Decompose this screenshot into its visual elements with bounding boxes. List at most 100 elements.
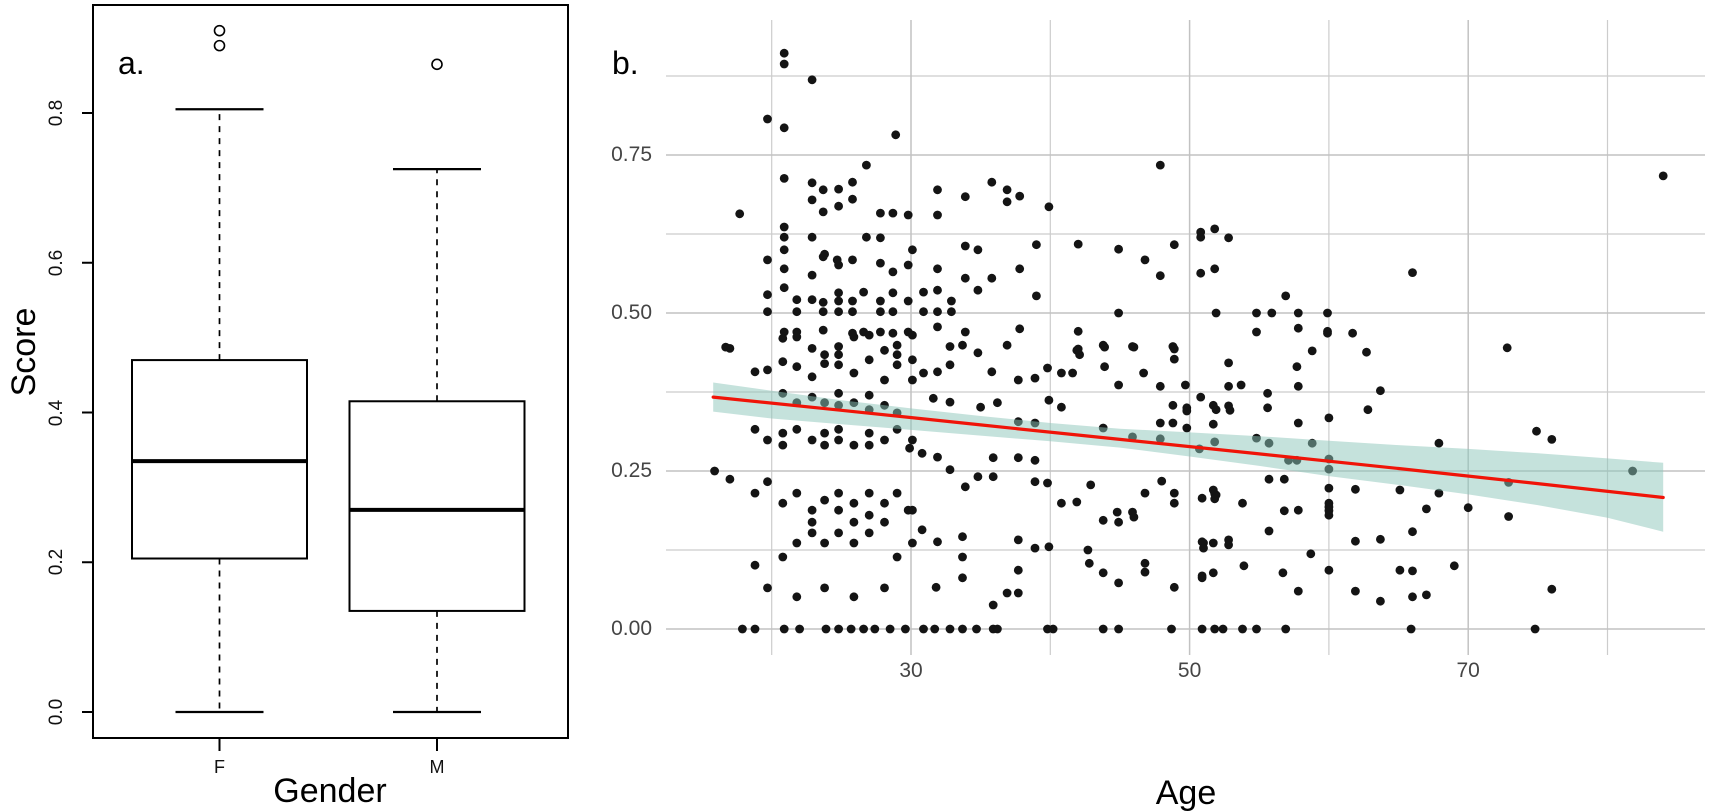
scatter-point <box>807 344 817 353</box>
scatter-point <box>1140 567 1150 577</box>
scatter-point <box>848 255 857 265</box>
scatter-point <box>849 368 859 378</box>
scatter-point <box>987 273 997 283</box>
scatter-point <box>1129 342 1139 352</box>
scatter-point <box>864 488 874 498</box>
scatter-point <box>849 517 859 527</box>
scatter-point <box>778 333 788 343</box>
scatter-point <box>849 440 859 450</box>
scatter-point <box>818 297 828 307</box>
scatter-point <box>807 195 817 205</box>
scatter-point <box>1098 624 1108 634</box>
scatter-point <box>1114 380 1123 390</box>
scatter-point <box>807 232 817 242</box>
scatter-point <box>933 210 942 220</box>
scatter-point <box>933 452 942 462</box>
scatter-point <box>1169 488 1179 498</box>
scatter-point <box>1263 403 1272 413</box>
scatter-point <box>1208 538 1218 548</box>
panel-b-y-tick-label: 0.50 <box>611 301 652 324</box>
scatter-point <box>1324 510 1334 520</box>
scatter-point <box>807 75 817 85</box>
scatter-point <box>892 488 902 498</box>
scatter-point <box>792 488 802 498</box>
scatter-point <box>958 532 967 542</box>
scatter-point <box>1032 291 1041 301</box>
scatter-point <box>903 210 913 220</box>
panel-a-y-tick-label: 0.6 <box>46 249 67 276</box>
scatter-point <box>848 296 857 306</box>
scatter-point <box>834 505 843 515</box>
panel-a-label: a. <box>118 45 145 81</box>
scatter-point <box>818 207 828 217</box>
scatter-point <box>892 340 902 350</box>
scatter-point <box>820 495 829 505</box>
scatter-point <box>807 528 817 538</box>
scatter-point <box>973 285 983 295</box>
scatter-point <box>834 296 843 306</box>
scatter-point <box>933 537 942 547</box>
scatter-point <box>834 342 843 351</box>
scatter-point <box>1030 543 1040 553</box>
scatter-point <box>1168 418 1178 428</box>
scatter-point <box>993 624 1002 634</box>
scatter-point <box>792 295 802 305</box>
scatter-point <box>903 296 913 306</box>
scatter-point <box>973 245 983 255</box>
scatter-point <box>972 624 981 634</box>
scatter-point <box>1002 340 1012 350</box>
scatter-point <box>928 393 938 403</box>
scatter-point <box>750 424 760 434</box>
scatter-point <box>876 307 885 317</box>
panel-b-y-tick-label: 0.75 <box>611 143 652 166</box>
scatter-point <box>750 560 760 570</box>
scatter-point <box>1547 584 1557 594</box>
scatter-point <box>880 435 889 445</box>
scatter-point <box>1252 624 1261 634</box>
scatter-point <box>960 482 970 492</box>
scatter-point <box>1068 368 1077 378</box>
scatter-point <box>1100 342 1109 352</box>
confidence-ribbon <box>713 382 1664 532</box>
scatter-point <box>1210 264 1220 274</box>
scatter-point <box>901 624 910 634</box>
scatter-point <box>834 424 843 434</box>
scatter-point <box>820 359 829 368</box>
scatter-point <box>1030 373 1040 383</box>
scatter-point <box>750 488 760 498</box>
scatter-point <box>1167 624 1176 634</box>
scatter-point <box>792 538 802 548</box>
scatter-point <box>1169 344 1179 354</box>
scatter-point <box>1293 505 1303 515</box>
scatter-point <box>1279 474 1289 484</box>
scatter-point <box>779 624 789 634</box>
scatter-point <box>1279 506 1289 516</box>
scatter-point <box>958 340 967 350</box>
scatter-point <box>1281 624 1291 634</box>
scatter-point <box>1351 484 1360 494</box>
scatter-point <box>1238 624 1247 634</box>
scatter-point <box>1002 185 1012 195</box>
scatter-point <box>1408 566 1417 576</box>
scatter-point <box>818 185 828 195</box>
scatter-point <box>960 241 970 251</box>
scatter-point <box>1157 476 1167 486</box>
scatter-point <box>1114 308 1123 318</box>
scatter-point <box>1292 362 1302 372</box>
scatter-point <box>1532 426 1541 436</box>
scatter-point <box>778 552 788 562</box>
regression-line <box>711 395 1665 500</box>
scatter-point <box>876 233 885 243</box>
scatter-point <box>862 160 871 170</box>
scatter-point <box>919 368 928 378</box>
scatter-point <box>763 583 772 593</box>
scatter-point <box>1225 405 1235 415</box>
scatter-point <box>778 498 788 508</box>
scatter-point <box>864 390 874 400</box>
scatter-point <box>1140 558 1150 568</box>
scatter-point <box>945 624 955 634</box>
scatter-point <box>1224 358 1233 368</box>
scatter-point <box>1155 160 1165 170</box>
scatter-points <box>710 48 1668 634</box>
scatter-point <box>864 528 874 538</box>
